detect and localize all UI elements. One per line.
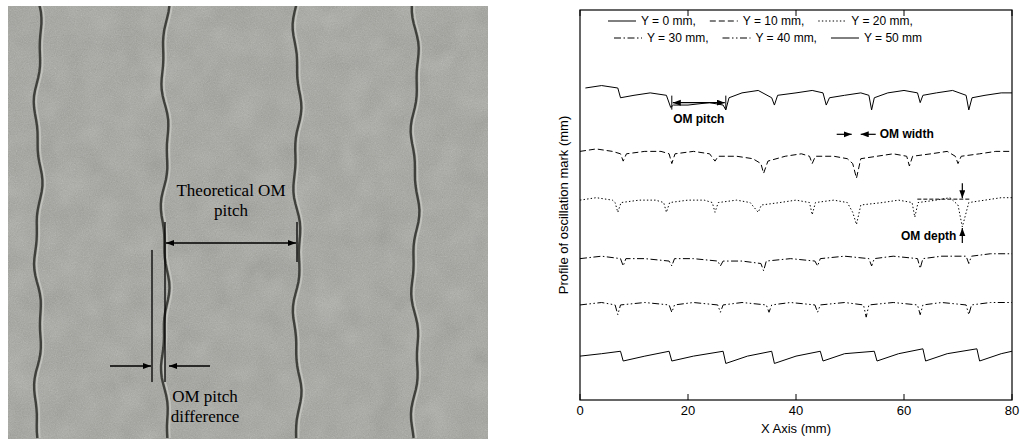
x-tick-label: 20 (681, 403, 695, 418)
x-tick (796, 394, 797, 400)
x-tick-label: 0 (576, 403, 583, 418)
guide-line (296, 222, 297, 262)
guide-line (164, 222, 165, 382)
legend-label: Y = 0 mm, (641, 14, 696, 28)
legend-label: Y = 20 mm, (851, 14, 912, 28)
annotation-end (671, 96, 672, 110)
annotation-label: OM depth (901, 229, 956, 243)
x-tick-label: 80 (1005, 403, 1019, 418)
legend-swatch (722, 38, 750, 39)
oscillation-mark-highlight (163, 6, 172, 438)
legend-label: Y = 10 mm, (743, 14, 804, 28)
difference-arrow (110, 365, 151, 366)
difference-arrow (169, 365, 210, 366)
photo (8, 6, 488, 439)
guide-line (151, 250, 152, 382)
x-axis-title: X Axis (mm) (761, 421, 831, 436)
oscillation-mark (411, 6, 420, 438)
profile-line (580, 254, 1012, 271)
x-tick (904, 394, 905, 400)
plot-frame (580, 10, 1012, 400)
photo-label: OM pitchdifference (171, 387, 240, 426)
annotation-guide (917, 199, 970, 200)
legend-label: Y = 30 mm, (647, 31, 708, 45)
legend-swatch (818, 21, 846, 22)
legend-label: Y = 40 mm, (755, 31, 816, 45)
y-axis-title: Profile of oscillation mark (mm) (556, 116, 571, 294)
plot-area (580, 86, 1012, 364)
x-tick-label: 40 (789, 403, 803, 418)
legend-swatch (831, 38, 859, 39)
annotation-arrow (962, 183, 963, 198)
annotation-label: OM pitch (673, 112, 724, 126)
profile-line (580, 303, 1012, 318)
annotation-label: OM width (880, 127, 934, 141)
oscillation-mark (293, 6, 302, 438)
oscillation-mark (34, 6, 43, 438)
x-tick (688, 394, 689, 400)
annotation-arrow (673, 102, 725, 103)
annotation-end (725, 96, 726, 110)
legend-swatch (614, 38, 642, 39)
legend-swatch (710, 21, 738, 22)
profile-line (585, 86, 1012, 110)
pitch-arrow (166, 242, 296, 243)
profile-line (580, 149, 1012, 178)
annotation-arrow (837, 134, 852, 135)
x-tick-label: 60 (897, 403, 911, 418)
annotation-arrow (962, 228, 963, 243)
photo-label: Theoretical OMpitch (176, 181, 285, 220)
oscillation-mark (161, 6, 170, 438)
figure: Theoretical OMpitch OM pitchdifference 0 20… (0, 0, 1034, 445)
annotation-arrow (861, 134, 876, 135)
legend-swatch (608, 21, 636, 22)
profile-line (580, 198, 1012, 227)
profile-line (580, 349, 1012, 364)
legend-label: Y = 50 mm (864, 31, 922, 45)
